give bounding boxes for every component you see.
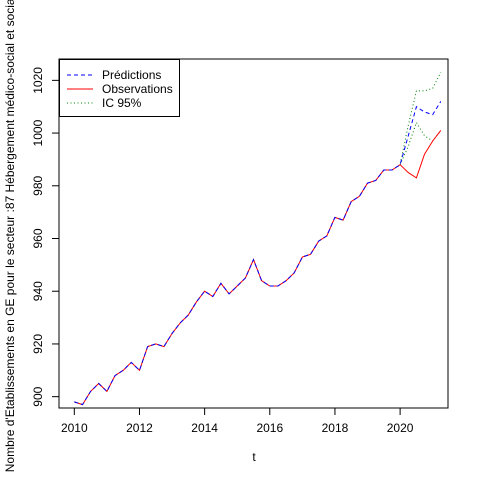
- x-tick-label: 2010: [61, 421, 88, 435]
- y-tick-label: 920: [31, 334, 45, 354]
- series-line-0: [74, 101, 442, 406]
- x-tick-label: 2020: [387, 421, 414, 435]
- x-tick-label: 2012: [126, 421, 153, 435]
- y-tick-label: 1020: [31, 67, 45, 94]
- y-axis-title: Nombre d'Etablissements en GE pour le se…: [3, 0, 17, 472]
- y-tick-label: 900: [31, 386, 45, 406]
- legend-label: Prédictions: [102, 68, 161, 82]
- legend-label: Observations: [102, 82, 173, 96]
- axes-layer: 2010 2012 2014 2016 2018 2020 900 920 940 960 980 1…: [31, 67, 414, 435]
- y-tick-label: 1000: [31, 119, 45, 146]
- x-tick-label: 2016: [256, 421, 283, 435]
- legend-label: IC 95%: [102, 96, 142, 110]
- legend-box: [59, 59, 180, 117]
- series-line-3: [399, 121, 442, 165]
- x-tick-label: 2018: [322, 421, 349, 435]
- y-tick-label: 960: [31, 228, 45, 248]
- x-axis-title: t: [252, 450, 256, 464]
- x-tick-label: 2014: [191, 421, 218, 435]
- y-tick-label: 940: [31, 281, 45, 301]
- series-layer: [74, 72, 442, 406]
- y-tick-label: 980: [31, 175, 45, 195]
